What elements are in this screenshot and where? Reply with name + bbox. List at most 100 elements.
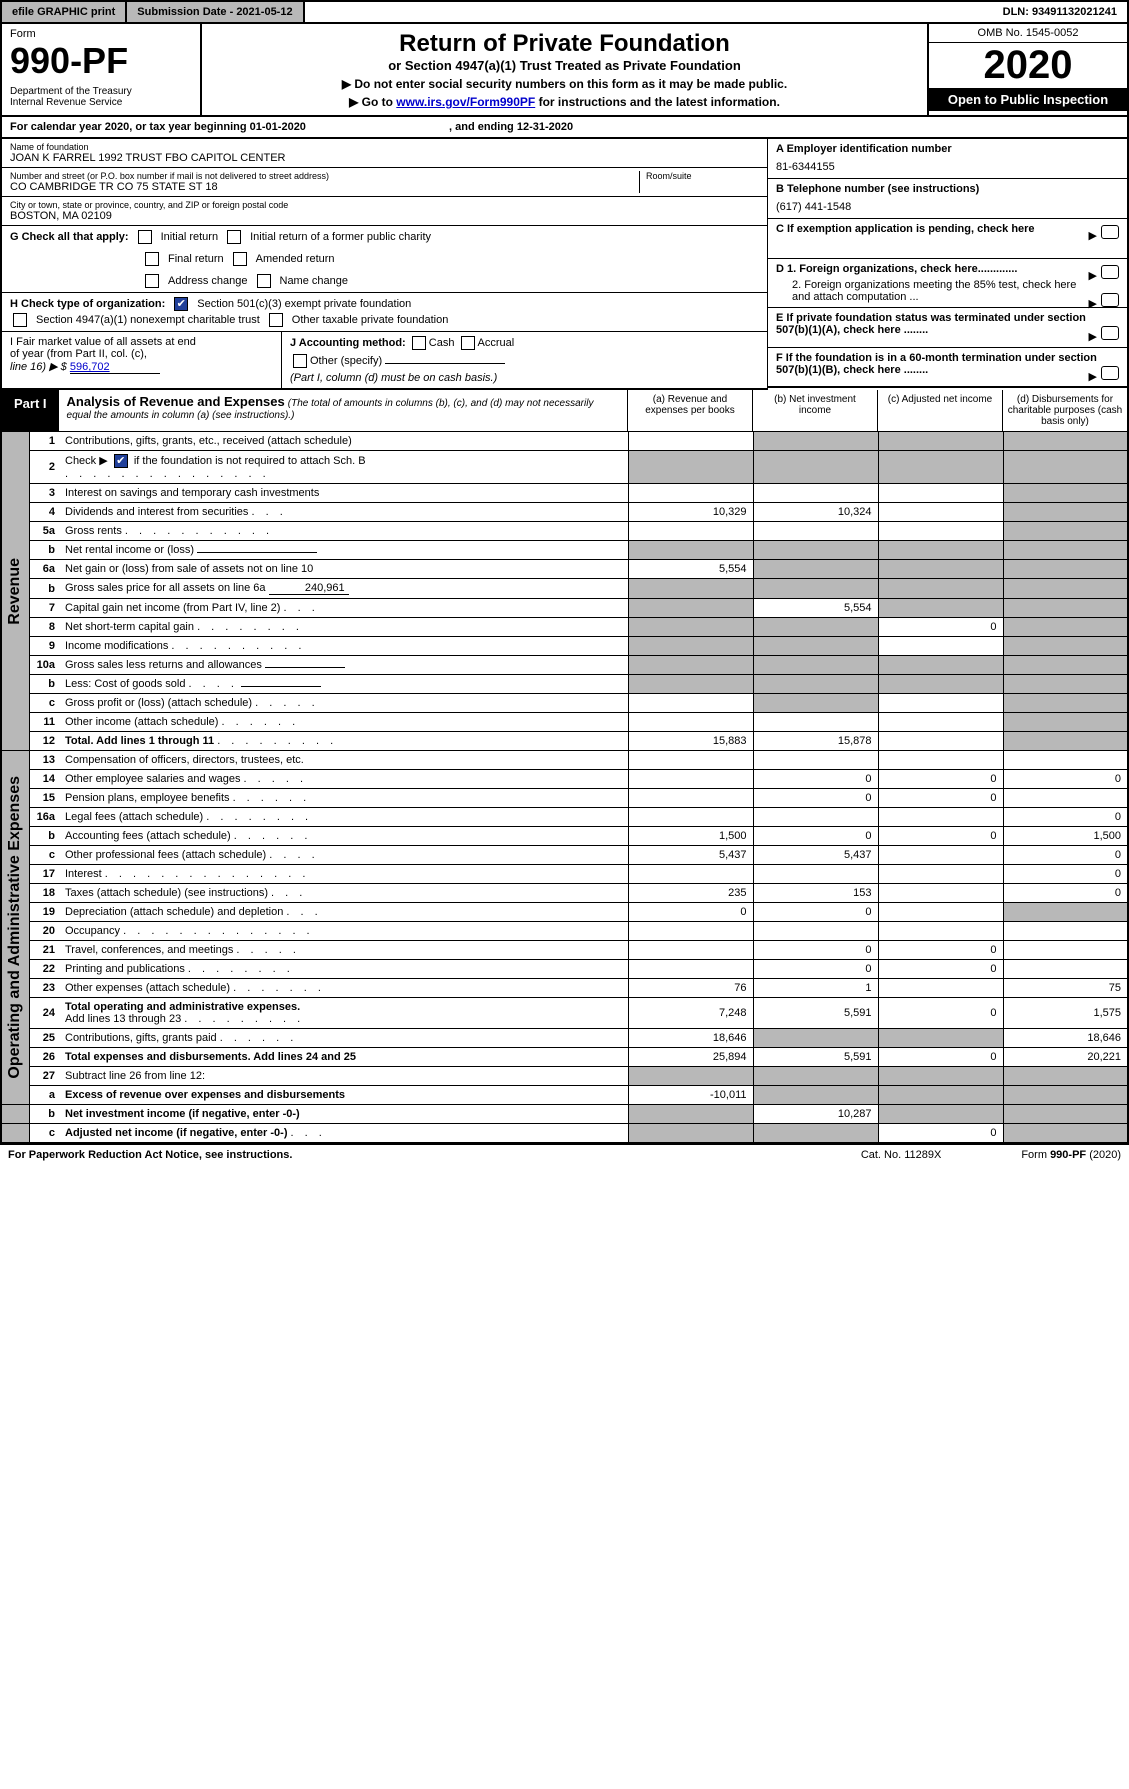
dept: Department of the Treasury — [10, 86, 192, 97]
cb-terminated[interactable] — [1101, 326, 1119, 340]
table-row: aExcess of revenue over expenses and dis… — [1, 1086, 1128, 1105]
arrow-icon: ▶ — [1089, 370, 1097, 383]
line-num: a — [29, 1086, 61, 1105]
line-num: c — [29, 1124, 61, 1144]
line-num: 14 — [29, 770, 61, 789]
line-desc: Net investment income (if negative, ente… — [61, 1105, 628, 1124]
line-desc: Occupancy . . . . . . . . . . . . . . — [61, 922, 628, 941]
line-num: b — [29, 675, 61, 694]
line-desc: Net gain or (loss) from sale of assets n… — [61, 560, 628, 579]
arrow-icon: ▶ — [1089, 330, 1097, 343]
cb-amended[interactable] — [233, 252, 247, 266]
cb-other-method[interactable] — [293, 354, 307, 368]
lbl-final-return: Final return — [168, 253, 224, 265]
line-desc: Contributions, gifts, grants paid . . . … — [61, 1029, 628, 1048]
calyear-mid: , and ending — [449, 121, 517, 133]
cb-accrual[interactable] — [461, 336, 475, 350]
table-row: 19Depreciation (attach schedule) and dep… — [1, 903, 1128, 922]
table-row: 9Income modifications . . . . . . . . . … — [1, 637, 1128, 656]
line-num: 15 — [29, 789, 61, 808]
table-row: 2Check ▶ ✔ if the foundation is not requ… — [1, 451, 1128, 484]
cb-schb[interactable]: ✔ — [114, 454, 128, 468]
cb-final-return[interactable] — [145, 252, 159, 266]
other-method-field[interactable] — [385, 363, 505, 364]
i-line2: of year (from Part II, col. (c), — [10, 348, 273, 360]
table-row: 20Occupancy . . . . . . . . . . . . . . — [1, 922, 1128, 941]
line-num: 10a — [29, 656, 61, 675]
omb-number: OMB No. 1545-0052 — [929, 24, 1127, 43]
address-label: Number and street (or P.O. box number if… — [10, 171, 639, 181]
line-desc: Taxes (attach schedule) (see instruction… — [61, 884, 628, 903]
line-desc: Interest on savings and temporary cash i… — [61, 484, 628, 503]
cb-name-change[interactable] — [257, 274, 271, 288]
form-header: Form 990-PF Department of the Treasury I… — [0, 24, 1129, 117]
line-num: 26 — [29, 1048, 61, 1067]
line-desc: Gross rents . . . . . . . . . . . — [61, 522, 628, 541]
fmv-link[interactable]: 596,702 — [70, 361, 160, 374]
line-desc: Pension plans, employee benefits . . . .… — [61, 789, 628, 808]
line-desc: Check ▶ ✔ if the foundation is not requi… — [61, 451, 628, 484]
efile-print-button[interactable]: efile GRAPHIC print — [2, 2, 127, 22]
line-num: 20 — [29, 922, 61, 941]
cb-cash[interactable] — [412, 336, 426, 350]
cb-exemption-pending[interactable] — [1101, 225, 1119, 239]
line-num: 13 — [29, 751, 61, 770]
lbl-4947: Section 4947(a)(1) nonexempt charitable … — [36, 314, 260, 326]
line-desc: Travel, conferences, and meetings . . . … — [61, 941, 628, 960]
cb-85pct[interactable] — [1101, 293, 1119, 307]
revenue-label: Revenue — [6, 558, 24, 625]
line-desc: Gross profit or (loss) (attach schedule)… — [61, 694, 628, 713]
ssn-warning: ▶ Do not enter social security numbers o… — [208, 77, 921, 91]
g-label: G Check all that apply: — [10, 231, 129, 243]
cb-4947[interactable] — [13, 313, 27, 327]
top-bar: efile GRAPHIC print Submission Date - 20… — [0, 0, 1129, 24]
line-num: 11 — [29, 713, 61, 732]
line-num: 25 — [29, 1029, 61, 1048]
cb-60month[interactable] — [1101, 366, 1119, 380]
cb-initial-return[interactable] — [138, 230, 152, 244]
cb-address-change[interactable] — [145, 274, 159, 288]
table-row: 25Contributions, gifts, grants paid . . … — [1, 1029, 1128, 1048]
calyear-pre: For calendar year 2020, or tax year begi… — [10, 121, 250, 133]
table-row: 10aGross sales less returns and allowanc… — [1, 656, 1128, 675]
line-num: 3 — [29, 484, 61, 503]
line-num: 18 — [29, 884, 61, 903]
line-desc: Gross sales less returns and allowances — [61, 656, 628, 675]
line-desc: Net short-term capital gain . . . . . . … — [61, 618, 628, 637]
table-row: bAccounting fees (attach schedule) . . .… — [1, 827, 1128, 846]
cb-initial-former[interactable] — [227, 230, 241, 244]
line-desc: Total operating and administrative expen… — [61, 998, 628, 1029]
lbl-501c3: Section 501(c)(3) exempt private foundat… — [197, 298, 411, 310]
gross-sales-less-field[interactable] — [265, 667, 345, 668]
line-desc: Legal fees (attach schedule) . . . . . .… — [61, 808, 628, 827]
table-row: 17Interest . . . . . . . . . . . . . . .… — [1, 865, 1128, 884]
e-label: E If private foundation status was termi… — [776, 312, 1086, 336]
line-desc: Compensation of officers, directors, tru… — [61, 751, 628, 770]
lbl-accrual: Accrual — [478, 337, 515, 349]
lbl-address-change: Address change — [168, 275, 248, 287]
table-row: 6aNet gain or (loss) from sale of assets… — [1, 560, 1128, 579]
line-num: 6a — [29, 560, 61, 579]
line-num: 19 — [29, 903, 61, 922]
line-desc: Adjusted net income (if negative, enter … — [61, 1124, 628, 1144]
line-num: b — [29, 541, 61, 560]
form990pf-link[interactable]: www.irs.gov/Form990PF — [396, 95, 535, 109]
part1-label: Part I — [2, 390, 59, 431]
footer-cat: Cat. No. 11289X — [861, 1149, 942, 1161]
table-row: bNet investment income (if negative, ent… — [1, 1105, 1128, 1124]
f-label: F If the foundation is in a 60-month ter… — [776, 352, 1097, 376]
line-num: 21 — [29, 941, 61, 960]
net-rental-field[interactable] — [197, 552, 317, 553]
lbl-amended: Amended return — [256, 253, 335, 265]
cb-501c3[interactable]: ✔ — [174, 297, 188, 311]
line-desc: Contributions, gifts, grants, etc., rece… — [61, 432, 628, 451]
part1-table: Revenue 1Contributions, gifts, grants, e… — [0, 432, 1129, 1144]
footer-left: For Paperwork Reduction Act Notice, see … — [8, 1149, 292, 1161]
cb-foreign-org[interactable] — [1101, 265, 1119, 279]
line-num: 5a — [29, 522, 61, 541]
cogs-field[interactable] — [241, 686, 321, 687]
form-word: Form — [10, 28, 192, 40]
goto-pre: ▶ Go to — [349, 95, 396, 109]
cb-other-taxable[interactable] — [269, 313, 283, 327]
arrow-icon: ▶ — [1089, 269, 1097, 282]
